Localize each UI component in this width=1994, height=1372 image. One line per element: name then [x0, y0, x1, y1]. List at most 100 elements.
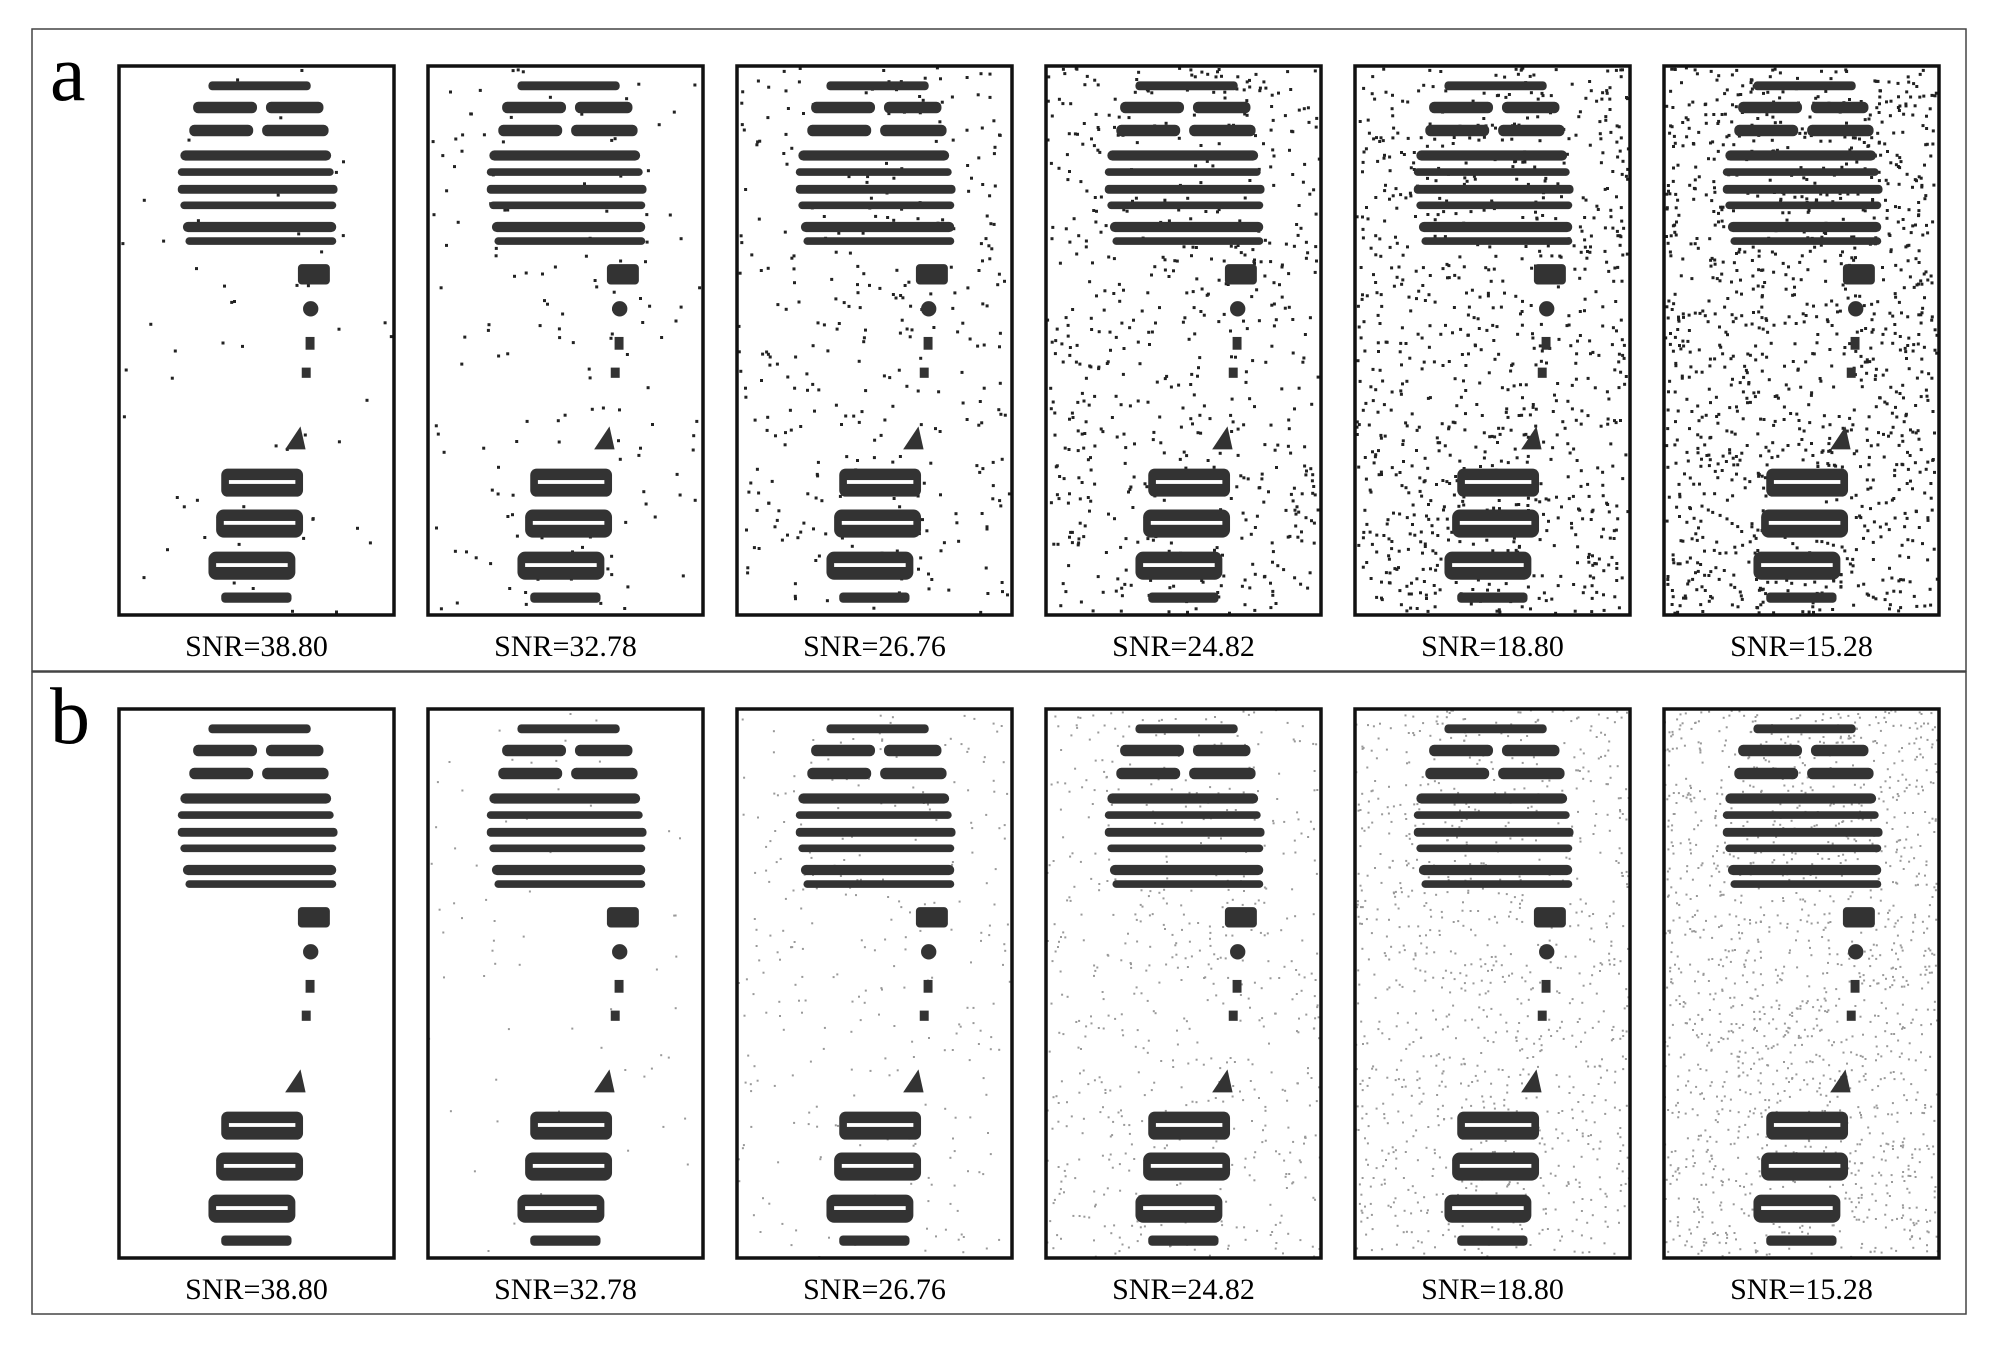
noise-dot — [1830, 77, 1833, 80]
noise-dot — [1771, 69, 1774, 72]
noise-dot — [1082, 1132, 1084, 1134]
noise-dot — [1588, 770, 1590, 772]
noise-dot — [1681, 340, 1684, 343]
noise-dot — [742, 719, 744, 721]
noise-dot — [1550, 94, 1553, 97]
noise-dot — [1765, 446, 1768, 449]
noise-dot — [450, 1110, 452, 1112]
noise-dot — [1194, 164, 1197, 167]
noise-dot — [304, 434, 307, 437]
noise-dot — [1675, 206, 1678, 209]
noise-dot — [1601, 91, 1604, 94]
noise-dot — [1084, 524, 1087, 527]
noise-dot — [1905, 357, 1908, 360]
noise-dot — [1463, 428, 1466, 431]
noise-dot — [1154, 322, 1157, 325]
noise-dot — [1861, 385, 1864, 388]
noise-dot — [1751, 259, 1754, 262]
noise-dot — [929, 809, 931, 811]
noise-dot — [963, 1236, 965, 1238]
noise-dot — [873, 439, 876, 442]
noise-dot — [1001, 458, 1004, 461]
noise-dot — [1401, 100, 1404, 103]
noise-dot — [992, 484, 995, 487]
noise-dot — [1085, 1025, 1087, 1027]
noise-dot — [1566, 400, 1569, 403]
noise-dot — [517, 68, 520, 71]
noise-dot — [1442, 210, 1445, 213]
noise-dot — [1405, 724, 1407, 726]
noise-dot — [1294, 840, 1296, 842]
noise-dot — [1434, 569, 1437, 572]
noise-dot — [747, 1055, 749, 1057]
noise-dot — [1475, 1189, 1477, 1191]
noise-dot — [989, 222, 992, 225]
noise-dot — [1428, 293, 1431, 296]
noise-dot — [1090, 469, 1093, 472]
noise-dot — [955, 1117, 957, 1119]
noise-dot — [1144, 1094, 1146, 1096]
noise-dot — [1222, 575, 1225, 578]
noise-dot — [820, 1156, 822, 1158]
noise-dot — [1708, 464, 1711, 467]
noise-dot — [1788, 211, 1791, 214]
noise-dot — [1261, 1141, 1263, 1143]
noise-dot — [941, 101, 944, 104]
noise-dot — [525, 272, 528, 275]
noise-dot — [1075, 361, 1078, 364]
noise-dot — [1550, 598, 1553, 601]
noise-dot — [1497, 94, 1500, 97]
noise-dot — [1189, 68, 1192, 71]
noise-dot — [1063, 477, 1066, 480]
noise-dot — [1907, 468, 1910, 471]
noise-dot — [1412, 161, 1415, 164]
noise-dot — [1316, 953, 1318, 955]
noise-dot — [817, 388, 820, 391]
noise-dot — [554, 266, 557, 269]
noise-dot — [1515, 1037, 1517, 1039]
noise-dot — [1007, 924, 1009, 926]
noise-dot — [1419, 1103, 1421, 1105]
noise-dot — [1752, 311, 1755, 314]
noise-dot — [435, 527, 438, 530]
noise-dot — [1576, 878, 1578, 880]
noise-dot — [1185, 291, 1188, 294]
noise-dot — [1521, 216, 1524, 219]
noise-dot — [1152, 539, 1155, 542]
noise-dot — [1738, 248, 1741, 251]
noise-dot — [839, 495, 842, 498]
noise-dot — [1548, 780, 1550, 782]
noise-dot — [1066, 1125, 1068, 1127]
noise-dot — [1438, 197, 1441, 200]
noise-dot — [1571, 1035, 1573, 1037]
noise-dot — [1364, 1035, 1366, 1037]
noise-dot — [1395, 568, 1398, 571]
noise-dot — [1137, 1029, 1139, 1031]
noise-dot — [1111, 416, 1114, 419]
noise-dot — [865, 91, 868, 94]
noise-dot — [1401, 443, 1404, 446]
noise-dot — [771, 480, 774, 483]
noise-dot — [1558, 255, 1561, 258]
noise-dot — [985, 567, 988, 570]
noise-dot — [457, 221, 460, 224]
noise-dot — [1361, 298, 1364, 301]
noise-dot — [1742, 417, 1745, 420]
panel-label: a — [50, 30, 86, 118]
noise-dot — [1417, 333, 1420, 336]
noise-dot — [1252, 260, 1255, 263]
noise-dot — [1385, 91, 1388, 94]
noise-dot — [1189, 923, 1191, 925]
noise-dot — [1409, 838, 1411, 840]
noise-dot — [1701, 536, 1704, 539]
noise-dot — [499, 730, 501, 732]
noise-dot — [1843, 346, 1846, 349]
noise-dot — [1426, 177, 1429, 180]
noise-dot — [1274, 449, 1277, 452]
noise-dot — [1362, 228, 1365, 231]
noise-dot — [1613, 913, 1615, 915]
noise-dot — [1424, 299, 1427, 302]
noise-dot — [1715, 541, 1718, 544]
noise-dot — [1756, 549, 1759, 552]
noise-dot — [823, 1048, 825, 1050]
